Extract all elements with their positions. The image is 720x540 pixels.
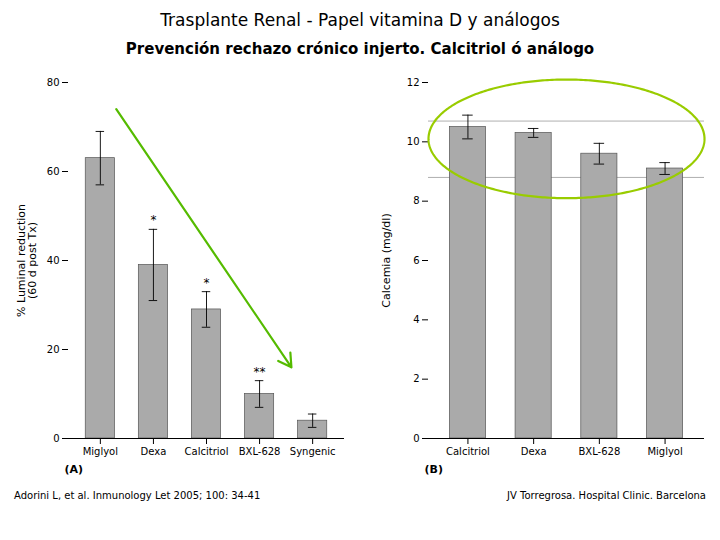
svg-text:6: 6	[413, 255, 419, 266]
svg-text:(B): (B)	[425, 463, 443, 476]
svg-text:10: 10	[407, 136, 420, 147]
svg-text:0: 0	[413, 433, 419, 444]
svg-text:Dexa: Dexa	[521, 446, 547, 457]
svg-text:*: *	[150, 213, 156, 227]
svg-text:Miglyol: Miglyol	[83, 446, 118, 457]
svg-text:8: 8	[413, 195, 419, 206]
svg-text:80: 80	[47, 77, 60, 88]
svg-text:Dexa: Dexa	[141, 446, 167, 457]
svg-text:BXL-628: BXL-628	[239, 446, 281, 457]
svg-text:BXL-628: BXL-628	[578, 446, 620, 457]
html-text:Trasplante Renal - Papel vitam: Trasplante Renal - Papel vitamina D y an…	[160, 10, 560, 30]
svg-text:0: 0	[53, 433, 59, 444]
svg-text:4: 4	[413, 314, 419, 325]
svg-text:Calcitriol: Calcitriol	[185, 446, 229, 457]
svg-text:Calcemia (mg/dl): Calcemia (mg/dl)	[380, 213, 393, 307]
svg-text:% Luminal reduction(60 d post: % Luminal reduction(60 d post Tx)	[15, 204, 39, 317]
svg-text:**: **	[254, 365, 266, 379]
svg-text:20: 20	[47, 344, 60, 355]
svg-text:12: 12	[407, 77, 420, 88]
svg-text:Miglyol: Miglyol	[647, 446, 682, 457]
svg-text:Calcitriol: Calcitriol	[446, 446, 490, 457]
svg-text:2: 2	[413, 373, 419, 384]
svg-text:*: *	[204, 276, 210, 290]
svg-text:Syngenic: Syngenic	[290, 446, 336, 457]
html-text:Prevención rechazo crónico inj: Prevención rechazo crónico injerto. Calc…	[125, 40, 595, 58]
svg-text:60: 60	[47, 166, 60, 177]
html-text:Adorini L, et al. Inmunology L: Adorini L, et al. Inmunology Let 2005; 1…	[14, 490, 261, 501]
svg-text:(A): (A)	[65, 463, 84, 476]
html-text:JV Torregrosa. Hospital Clinic: JV Torregrosa. Hospital Clinic. Barcelon…	[507, 490, 706, 501]
svg-text:40: 40	[47, 255, 60, 266]
